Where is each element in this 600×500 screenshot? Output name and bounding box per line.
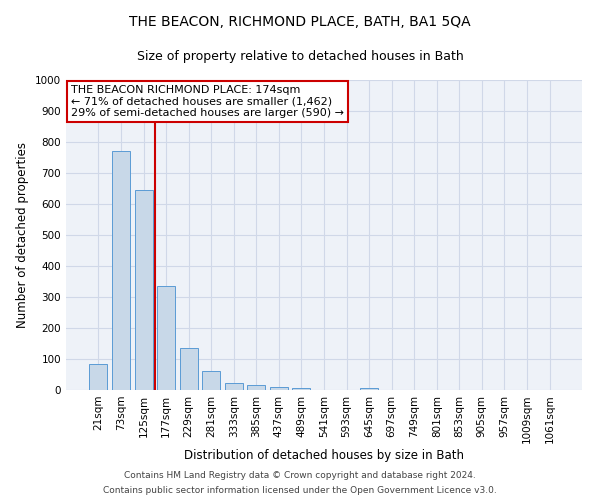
- X-axis label: Distribution of detached houses by size in Bath: Distribution of detached houses by size …: [184, 449, 464, 462]
- Text: THE BEACON RICHMOND PLACE: 174sqm
← 71% of detached houses are smaller (1,462)
2: THE BEACON RICHMOND PLACE: 174sqm ← 71% …: [71, 84, 344, 118]
- Y-axis label: Number of detached properties: Number of detached properties: [16, 142, 29, 328]
- Bar: [179, 348, 198, 390]
- Bar: [292, 388, 310, 390]
- Bar: [270, 387, 288, 390]
- Bar: [134, 190, 152, 390]
- Text: Size of property relative to detached houses in Bath: Size of property relative to detached ho…: [137, 50, 463, 63]
- Text: THE BEACON, RICHMOND PLACE, BATH, BA1 5QA: THE BEACON, RICHMOND PLACE, BATH, BA1 5Q…: [129, 15, 471, 29]
- Bar: [247, 384, 265, 390]
- Bar: [112, 152, 130, 390]
- Text: Contains public sector information licensed under the Open Government Licence v3: Contains public sector information licen…: [103, 486, 497, 495]
- Bar: [225, 383, 243, 390]
- Text: Contains HM Land Registry data © Crown copyright and database right 2024.: Contains HM Land Registry data © Crown c…: [124, 471, 476, 480]
- Bar: [360, 388, 378, 390]
- Bar: [89, 364, 107, 390]
- Bar: [202, 372, 220, 390]
- Bar: [157, 286, 175, 390]
